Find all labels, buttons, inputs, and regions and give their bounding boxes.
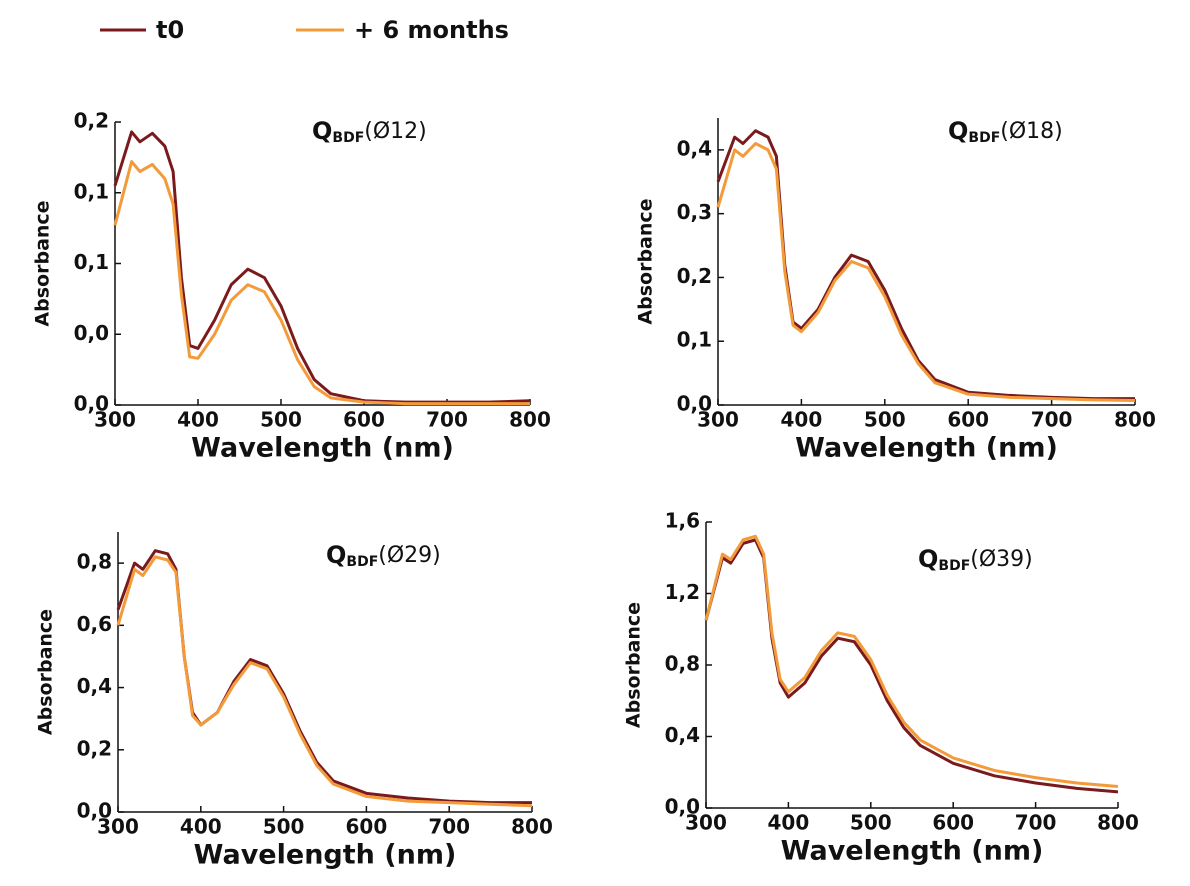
x-tick-label: 700 xyxy=(428,815,470,839)
title-rest: (Ø29) xyxy=(378,543,440,568)
y-tick-label: 1,6 xyxy=(665,509,700,533)
y-tick-label: 0,4 xyxy=(677,136,712,160)
chart-title: QBDF(Ø29) xyxy=(326,541,441,570)
y-tick-label: 0,3 xyxy=(677,200,712,224)
x-axis-label: Wavelength (nm) xyxy=(191,433,454,464)
x-axis-label: Wavelength (nm) xyxy=(781,836,1044,867)
series-line xyxy=(116,549,532,805)
title-main: Q xyxy=(918,545,938,573)
y-tick-label: 0,0 xyxy=(665,795,700,819)
x-tick-label: 600 xyxy=(346,815,388,839)
y-tick-label: 0,4 xyxy=(77,674,112,698)
y-tick-label: 0,6 xyxy=(77,612,112,636)
legend-label: + 6 months xyxy=(354,16,509,44)
y-tick-label: 0,2 xyxy=(74,109,109,133)
y-tick-label: 0,0 xyxy=(77,799,112,823)
y-tick-label: 0,2 xyxy=(77,736,112,760)
x-tick-label: 800 xyxy=(511,815,553,839)
x-tick-label: 800 xyxy=(1114,408,1156,432)
x-tick-label: 300 xyxy=(697,408,739,432)
y-tick-label: 0,8 xyxy=(77,550,112,574)
title-main: Q xyxy=(312,117,332,145)
series-line xyxy=(116,555,533,808)
y-tick-label: 0,0 xyxy=(74,321,109,345)
legend-label: t0 xyxy=(156,16,184,44)
x-tick-label: 400 xyxy=(177,408,219,432)
x-tick-label: 700 xyxy=(1015,811,1057,835)
x-tick-label: 300 xyxy=(685,811,727,835)
title-rest: (Ø12) xyxy=(364,119,426,144)
x-tick-label: 500 xyxy=(864,408,906,432)
y-tick-label: 0,0 xyxy=(74,392,109,416)
title-subscript: BDF xyxy=(938,558,970,574)
x-tick-label: 500 xyxy=(263,815,305,839)
x-tick-label: 600 xyxy=(343,408,385,432)
chart-title: QBDF(Ø39) xyxy=(918,545,1033,574)
x-tick-label: 500 xyxy=(260,408,302,432)
x-tick-label: 400 xyxy=(768,811,810,835)
x-axis-label: Wavelength (nm) xyxy=(194,840,457,871)
chart-title: QBDF(Ø18) xyxy=(948,117,1063,146)
x-axis-label: Wavelength (nm) xyxy=(795,433,1058,464)
x-tick-label: 400 xyxy=(781,408,823,432)
title-main: Q xyxy=(326,541,346,569)
x-tick-label: 300 xyxy=(94,408,136,432)
y-axis-label: Absorbance xyxy=(635,198,657,324)
y-tick-label: 0,1 xyxy=(74,179,109,203)
x-tick-label: 300 xyxy=(97,815,139,839)
series-line xyxy=(113,130,531,404)
series-line xyxy=(716,129,1135,401)
y-tick-label: 0,2 xyxy=(677,264,712,288)
y-tick-label: 0,1 xyxy=(677,328,712,352)
series-line xyxy=(704,538,1119,794)
x-tick-label: 800 xyxy=(509,408,551,432)
series-line xyxy=(113,160,530,406)
series-line xyxy=(704,534,1119,789)
x-tick-label: 400 xyxy=(180,815,222,839)
x-tick-label: 500 xyxy=(850,811,892,835)
x-tick-label: 600 xyxy=(947,408,989,432)
y-tick-label: 1,2 xyxy=(665,580,700,604)
x-tick-label: 700 xyxy=(426,408,468,432)
y-axis-label: Absorbance xyxy=(623,602,645,728)
y-tick-label: 0,8 xyxy=(665,652,700,676)
series-line xyxy=(716,142,1136,403)
title-rest: (Ø18) xyxy=(1000,119,1062,144)
x-tick-label: 800 xyxy=(1097,811,1139,835)
title-main: Q xyxy=(948,117,968,145)
title-subscript: BDF xyxy=(968,130,1000,146)
title-subscript: BDF xyxy=(346,554,378,570)
y-tick-label: 0,4 xyxy=(665,723,700,747)
y-tick-label: 0,0 xyxy=(677,392,712,416)
x-tick-label: 600 xyxy=(932,811,974,835)
x-tick-label: 700 xyxy=(1031,408,1073,432)
y-tick-label: 0,1 xyxy=(74,250,109,274)
y-axis-label: Absorbance xyxy=(32,200,54,326)
title-subscript: BDF xyxy=(332,130,364,146)
y-axis-label: Absorbance xyxy=(35,609,57,735)
chart-title: QBDF(Ø12) xyxy=(312,117,427,146)
title-rest: (Ø39) xyxy=(970,547,1032,572)
